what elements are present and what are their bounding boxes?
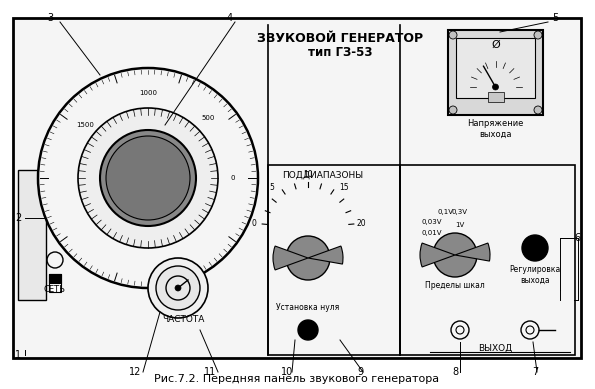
Text: 2: 2 xyxy=(15,213,21,223)
Text: 0,03V: 0,03V xyxy=(422,219,443,225)
Circle shape xyxy=(534,31,542,39)
Text: 0,01V: 0,01V xyxy=(421,230,441,236)
Text: Установка нуля: Установка нуля xyxy=(276,303,340,312)
Circle shape xyxy=(493,84,499,90)
Text: 11: 11 xyxy=(204,367,216,377)
Circle shape xyxy=(156,266,200,310)
Text: 7: 7 xyxy=(532,367,538,377)
Circle shape xyxy=(522,235,548,261)
Wedge shape xyxy=(455,243,490,261)
Circle shape xyxy=(449,31,457,39)
Circle shape xyxy=(298,320,318,340)
Wedge shape xyxy=(420,243,455,267)
Bar xyxy=(49,274,61,292)
Circle shape xyxy=(106,136,190,220)
Text: ВЫХОД: ВЫХОД xyxy=(478,343,512,352)
Bar xyxy=(13,18,581,358)
Bar xyxy=(400,165,575,355)
Text: 1V: 1V xyxy=(455,222,464,228)
Wedge shape xyxy=(308,246,343,264)
Circle shape xyxy=(433,233,477,277)
Text: Рис.7.2. Передняя панель звукового генератора: Рис.7.2. Передняя панель звукового генер… xyxy=(155,374,440,384)
Text: Пределы шкал: Пределы шкал xyxy=(425,280,485,289)
Text: Напряжение
выхода: Напряжение выхода xyxy=(467,119,524,139)
Text: ЧАСТОТА: ЧАСТОТА xyxy=(162,315,204,324)
Bar xyxy=(456,38,535,98)
Text: ПОДДИАПАЗОНЫ: ПОДДИАПАЗОНЫ xyxy=(283,170,364,179)
Text: 10: 10 xyxy=(281,367,293,377)
Bar xyxy=(18,170,46,300)
Text: 8: 8 xyxy=(452,367,458,377)
Text: 1: 1 xyxy=(15,350,21,360)
Text: 5: 5 xyxy=(270,183,274,193)
Circle shape xyxy=(148,258,208,318)
Bar xyxy=(268,165,400,355)
Text: 1500: 1500 xyxy=(76,122,94,128)
Circle shape xyxy=(286,236,330,280)
Text: тип ГЗ-53: тип ГЗ-53 xyxy=(308,46,372,58)
Text: СЕТЬ: СЕТЬ xyxy=(44,286,66,294)
Text: 0,3V: 0,3V xyxy=(452,209,468,215)
Text: 0: 0 xyxy=(252,219,256,228)
Text: 3: 3 xyxy=(47,13,53,23)
Bar xyxy=(49,274,61,283)
Text: 6: 6 xyxy=(574,233,580,243)
Circle shape xyxy=(175,285,181,291)
Text: 20: 20 xyxy=(357,219,367,228)
Text: 9: 9 xyxy=(357,367,363,377)
Circle shape xyxy=(100,130,196,226)
Text: 5: 5 xyxy=(552,13,558,23)
Circle shape xyxy=(38,68,258,288)
Bar xyxy=(448,30,543,115)
Bar xyxy=(487,92,503,102)
Text: 12: 12 xyxy=(129,367,141,377)
Text: 3V: 3V xyxy=(455,234,464,240)
Wedge shape xyxy=(273,246,308,270)
Circle shape xyxy=(449,106,457,114)
Text: 1000: 1000 xyxy=(139,90,157,96)
Text: Регулировка
выхода: Регулировка выхода xyxy=(509,265,560,285)
Text: 0: 0 xyxy=(231,175,235,181)
Text: ЗВУКОВОЙ ГЕНЕРАТОР: ЗВУКОВОЙ ГЕНЕРАТОР xyxy=(257,32,423,44)
Text: 500: 500 xyxy=(202,115,215,121)
Text: Ø: Ø xyxy=(491,40,500,50)
Text: 10: 10 xyxy=(303,170,313,179)
Text: 4: 4 xyxy=(227,13,233,23)
Circle shape xyxy=(78,108,218,248)
Circle shape xyxy=(534,106,542,114)
Text: 15: 15 xyxy=(339,183,349,193)
Text: 0,1V: 0,1V xyxy=(437,209,453,215)
